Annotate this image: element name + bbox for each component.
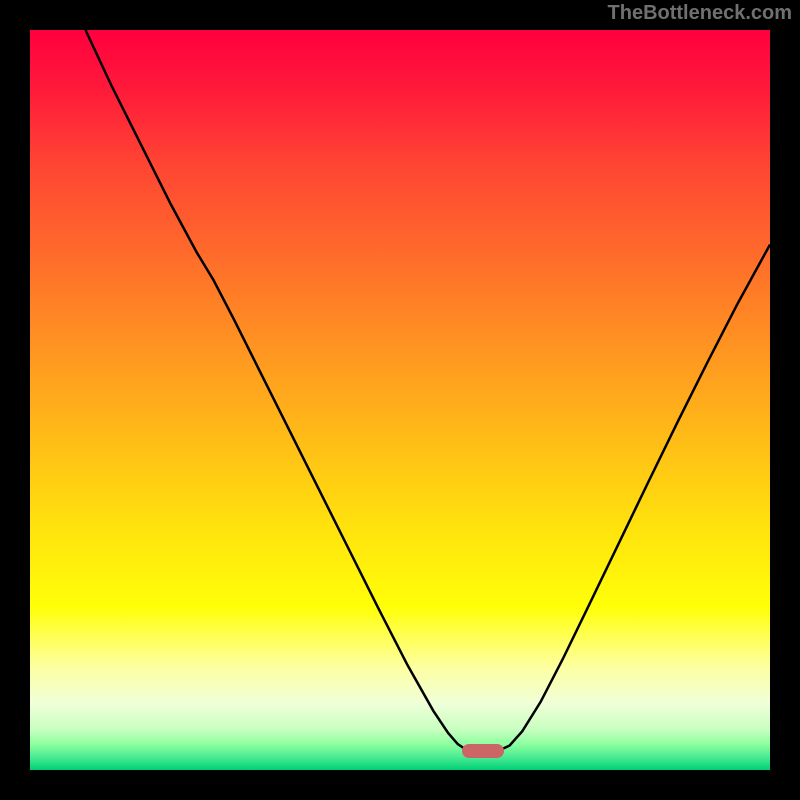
bottleneck-curve (30, 30, 770, 770)
chart-container: TheBottleneck.com (0, 0, 800, 800)
plot-area (30, 30, 770, 770)
watermark-text: TheBottleneck.com (608, 2, 792, 25)
optimal-marker (462, 744, 504, 758)
